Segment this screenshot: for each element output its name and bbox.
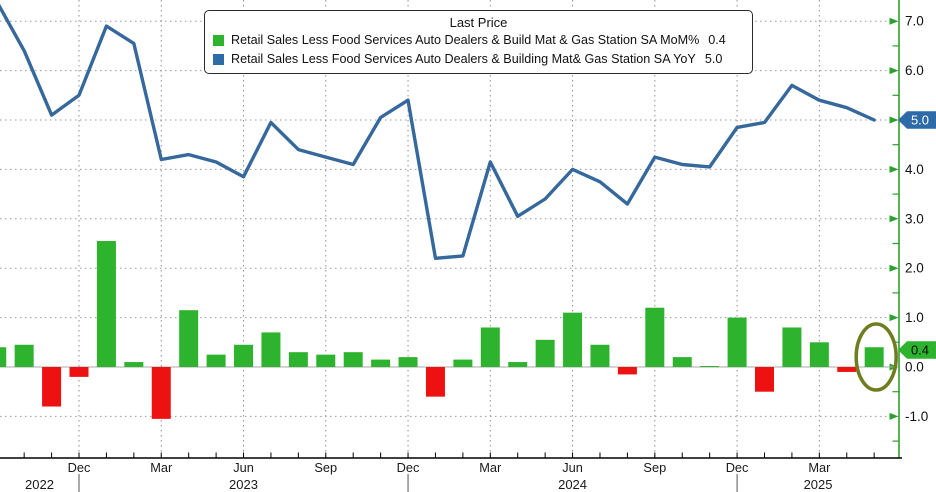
mom-bar [782, 327, 802, 367]
mom-bar [96, 241, 116, 367]
legend-value-yoy: 5.0 [704, 52, 723, 66]
mom-bar [343, 352, 363, 367]
y-axis-label: 1.0 [905, 310, 924, 325]
x-axis-year-label: 2023 [229, 477, 258, 492]
legend-label-yoy: Retail Sales Less Food Services Auto Dea… [231, 52, 696, 66]
mom-bar [42, 367, 62, 407]
y-axis-label: 0.0 [905, 360, 924, 375]
legend-item-mom: Retail Sales Less Food Services Auto Dea… [213, 31, 744, 50]
mom-bar [672, 357, 692, 367]
x-axis-month-label: Mar [150, 460, 173, 475]
x-axis-month-label: Sep [314, 460, 337, 475]
x-axis-year-label: 2024 [558, 477, 587, 492]
mom-bar [809, 342, 829, 367]
tag-text: 0.4 [911, 343, 929, 358]
mom-bar [755, 367, 774, 392]
x-axis-month-label: Jun [233, 460, 254, 475]
y-axis-label: -1.0 [905, 409, 928, 424]
y-tick-arrow-icon [889, 412, 899, 420]
mom-series-swatch-icon [213, 35, 224, 46]
mom-bar [645, 307, 665, 367]
x-axis-month-label: Mar [808, 460, 831, 475]
mom-bar [837, 367, 857, 372]
mom-bar [261, 332, 281, 367]
legend-title: Last Price [449, 15, 508, 30]
y-axis-label: 6.0 [905, 63, 924, 78]
yoy-line [0, 3, 876, 260]
mom-bar [563, 312, 583, 367]
y-axis-label: 3.0 [905, 211, 924, 226]
x-axis-month-label: Jun [562, 460, 583, 475]
x-axis-year-label: 2022 [25, 477, 54, 492]
y-tick-arrow-icon [889, 215, 899, 223]
legend-item-yoy: Retail Sales Less Food Services Auto Dea… [213, 50, 744, 69]
y-tick-arrow-icon [889, 116, 899, 124]
x-axis-year-label: 2025 [804, 477, 833, 492]
x-axis-month-label: Sep [643, 460, 666, 475]
mom-bar [14, 344, 34, 367]
x-axis-month-label: Dec [68, 460, 91, 475]
mom-bar [288, 352, 308, 367]
y-tick-arrow-icon [889, 314, 899, 322]
mom-bar [508, 362, 528, 367]
mom-bar [617, 367, 637, 375]
x-axis-month-label: Dec [726, 460, 749, 475]
mom-bar [69, 367, 89, 377]
mom-bar [316, 354, 336, 367]
y-tick-arrow-icon [889, 264, 899, 272]
y-axis-label: 7.0 [905, 14, 924, 29]
mom-bar [371, 359, 391, 367]
yoy-last-price-tag [898, 111, 936, 129]
mom-bar [0, 347, 7, 367]
mom-bar [179, 310, 199, 367]
y-axis-label: 4.0 [905, 162, 924, 177]
mom-bar [700, 366, 720, 367]
y-tick-arrow-icon [889, 17, 899, 25]
mom-bar [864, 347, 884, 367]
mom-bar [124, 362, 144, 367]
mom-bar [151, 367, 171, 419]
mom-bar [480, 327, 500, 367]
highlight-ellipse [854, 322, 898, 392]
legend-value-mom: 0.4 [708, 33, 726, 47]
y-axis-label: 2.0 [905, 261, 924, 276]
chart-legend: Last Price Retail Sales Less Food Servic… [204, 10, 753, 74]
x-axis-month-label: Mar [479, 460, 502, 475]
mom-bar [425, 367, 445, 397]
mom-last-price-tag [898, 341, 936, 359]
mom-bar [453, 359, 473, 367]
y-tick-arrow-icon [889, 67, 899, 75]
mom-bar [535, 339, 555, 367]
y-tick-arrow-icon [889, 165, 899, 173]
legend-label-mom: Retail Sales Less Food Services Auto Dea… [231, 33, 700, 47]
mom-bar [398, 357, 418, 367]
mom-bar [727, 317, 747, 367]
mom-bar [234, 344, 254, 367]
mom-bar [590, 344, 610, 367]
tag-text: 5.0 [911, 113, 929, 128]
mom-bar [206, 354, 226, 367]
yoy-series-swatch-icon [213, 54, 224, 65]
x-axis-month-label: Dec [397, 460, 420, 475]
